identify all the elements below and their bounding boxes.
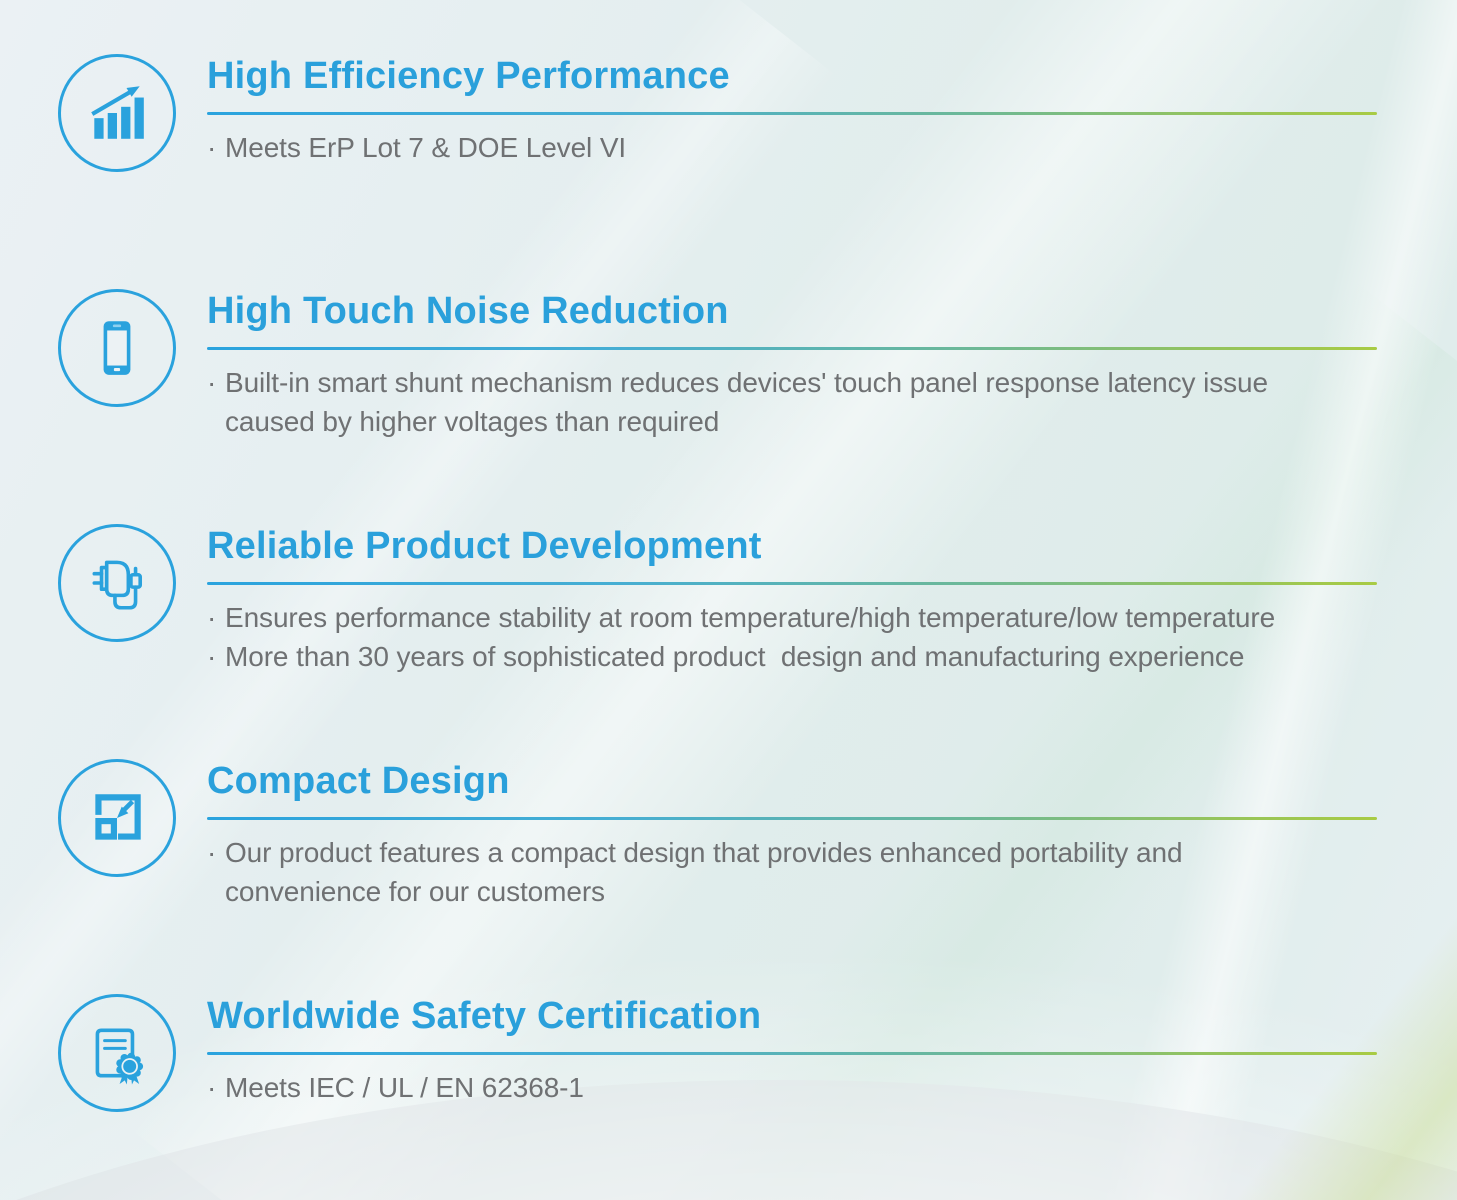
feature-bullets: · Our product features a compact design … bbox=[207, 833, 1397, 911]
bar-chart-growth-icon bbox=[58, 54, 176, 172]
feature-bullets: · Meets ErP Lot 7 & DOE Level VI bbox=[207, 128, 1397, 167]
bullet-marker: · bbox=[207, 1072, 217, 1103]
compact-resize-icon bbox=[58, 759, 176, 877]
power-adapter-icon bbox=[58, 524, 176, 642]
bullet-line-continuation: convenience for our customers bbox=[207, 872, 1397, 911]
bullet-line: · More than 30 years of sophisticated pr… bbox=[207, 637, 1397, 676]
feature-content: High Touch Noise Reduction · Built-in sm… bbox=[207, 290, 1397, 441]
feature-content: Worldwide Safety Certification · Meets I… bbox=[207, 995, 1397, 1107]
feature-bullets: · Built-in smart shunt mechanism reduces… bbox=[207, 363, 1397, 441]
bullet-marker: · bbox=[207, 602, 217, 633]
gradient-underline bbox=[207, 817, 1377, 820]
feature-content: High Efficiency Performance · Meets ErP … bbox=[207, 55, 1397, 167]
feature-content: Reliable Product Development · Ensures p… bbox=[207, 525, 1397, 676]
bullet-text: Built-in smart shunt mechanism reduces d… bbox=[225, 367, 1269, 398]
bullet-line: · Built-in smart shunt mechanism reduces… bbox=[207, 363, 1397, 402]
bullet-text: convenience for our customers bbox=[225, 876, 605, 907]
feature-content: Compact Design · Our product features a … bbox=[207, 760, 1397, 911]
bullet-marker-spacer bbox=[207, 402, 225, 441]
bullet-line: · Meets IEC / UL / EN 62368-1 bbox=[207, 1068, 1397, 1107]
feature-title: Reliable Product Development bbox=[207, 525, 762, 567]
bullet-line: · Ensures performance stability at room … bbox=[207, 598, 1397, 637]
gradient-underline bbox=[207, 1052, 1377, 1055]
bullet-text: Ensures performance stability at room te… bbox=[225, 602, 1276, 633]
feature-bullets: · Meets IEC / UL / EN 62368-1 bbox=[207, 1068, 1397, 1107]
bullet-line: · Meets ErP Lot 7 & DOE Level VI bbox=[207, 128, 1397, 167]
smartphone-icon bbox=[58, 289, 176, 407]
bullet-line: · Our product features a compact design … bbox=[207, 833, 1397, 872]
feature-title: High Efficiency Performance bbox=[207, 55, 730, 97]
bullet-marker: · bbox=[207, 837, 217, 868]
bullet-marker: · bbox=[207, 132, 217, 163]
bullet-text: Meets ErP Lot 7 & DOE Level VI bbox=[225, 132, 627, 163]
feature-bullets: · Ensures performance stability at room … bbox=[207, 598, 1397, 676]
feature-title: Compact Design bbox=[207, 760, 510, 802]
gradient-underline bbox=[207, 582, 1377, 585]
certificate-icon bbox=[58, 994, 176, 1112]
feature-title: High Touch Noise Reduction bbox=[207, 290, 729, 332]
gradient-underline bbox=[207, 112, 1377, 115]
bullet-text: caused by higher voltages than required bbox=[225, 406, 720, 437]
bullet-text: Our product features a compact design th… bbox=[225, 837, 1183, 868]
feature-title: Worldwide Safety Certification bbox=[207, 995, 762, 1037]
gradient-underline bbox=[207, 347, 1377, 350]
bullet-marker-spacer bbox=[207, 872, 225, 911]
bullet-marker: · bbox=[207, 367, 217, 398]
bullet-marker: · bbox=[207, 641, 217, 672]
bullet-text: Meets IEC / UL / EN 62368-1 bbox=[225, 1072, 584, 1103]
bullet-text: More than 30 years of sophisticated prod… bbox=[225, 641, 1245, 672]
bullet-line-continuation: caused by higher voltages than required bbox=[207, 402, 1397, 441]
